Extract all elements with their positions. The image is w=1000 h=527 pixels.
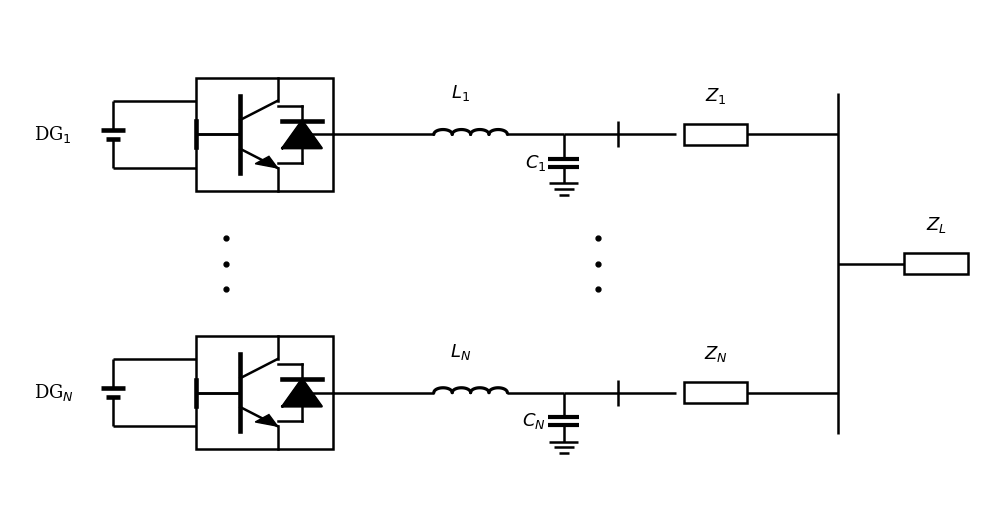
- Text: $Z_1$: $Z_1$: [705, 86, 726, 106]
- Text: $L_N$: $L_N$: [450, 341, 471, 362]
- Polygon shape: [255, 157, 278, 168]
- Text: $C_1$: $C_1$: [525, 153, 546, 173]
- Polygon shape: [282, 121, 322, 148]
- Text: $Z_N$: $Z_N$: [704, 344, 728, 364]
- Bar: [684, 123, 747, 145]
- Text: DG$_N$: DG$_N$: [34, 382, 75, 403]
- Text: $C_N$: $C_N$: [522, 411, 546, 431]
- Text: DG$_1$: DG$_1$: [34, 124, 72, 145]
- Bar: [684, 382, 747, 404]
- Bar: [196, 336, 333, 450]
- Bar: [196, 77, 333, 191]
- Text: $L_1$: $L_1$: [451, 83, 470, 103]
- Bar: [904, 252, 968, 275]
- Polygon shape: [255, 415, 278, 426]
- Text: $Z_L$: $Z_L$: [926, 215, 947, 235]
- Polygon shape: [282, 379, 322, 406]
